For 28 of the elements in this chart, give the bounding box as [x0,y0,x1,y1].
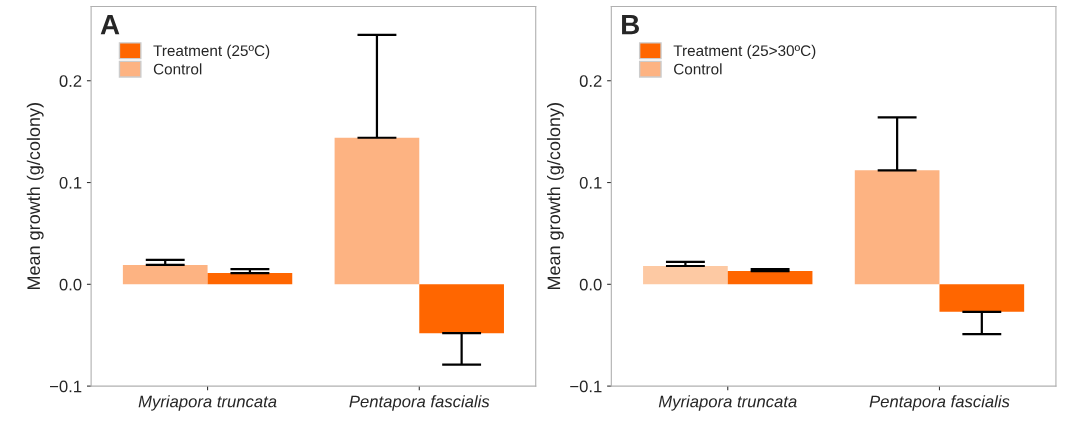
x-tick-label: Pentapora fascialis [349,395,490,411]
y-tick-label: 0.1 [59,176,82,189]
y-tick-label: 0.0 [59,278,82,291]
y-tick-label: 0.1 [579,176,602,189]
bar [854,170,940,285]
y-axis-title: Mean growth (g/colony) [26,103,44,290]
chart-title: B [622,15,639,35]
legend-label: Control [674,63,722,75]
y-axis-title: Mean growth (g/colony) [547,103,564,290]
bar [419,284,504,334]
legend-label: Control [153,63,202,75]
bar [643,265,728,285]
y-tick-label: 0.2 [579,75,602,87]
bar [727,271,813,285]
x-tick-label: Pentapora fascialis [869,395,1010,411]
legend-label: Treatment (25>30ºC) [673,44,816,60]
bar [207,273,293,285]
x-tick-label: Myriapora truncata [658,395,797,411]
bar [122,264,208,285]
legend-label: Treatment (25ºC) [153,44,270,60]
bar [939,284,1025,312]
y-tick-label: −0.1 [570,380,602,393]
bar [334,137,420,285]
y-tick-label: 0.0 [579,278,602,291]
chart-title: A [100,15,120,35]
y-tick-label: −0.1 [50,380,82,393]
x-tick-label: Myriapora truncata [138,395,277,411]
y-tick-label: 0.2 [59,75,82,87]
